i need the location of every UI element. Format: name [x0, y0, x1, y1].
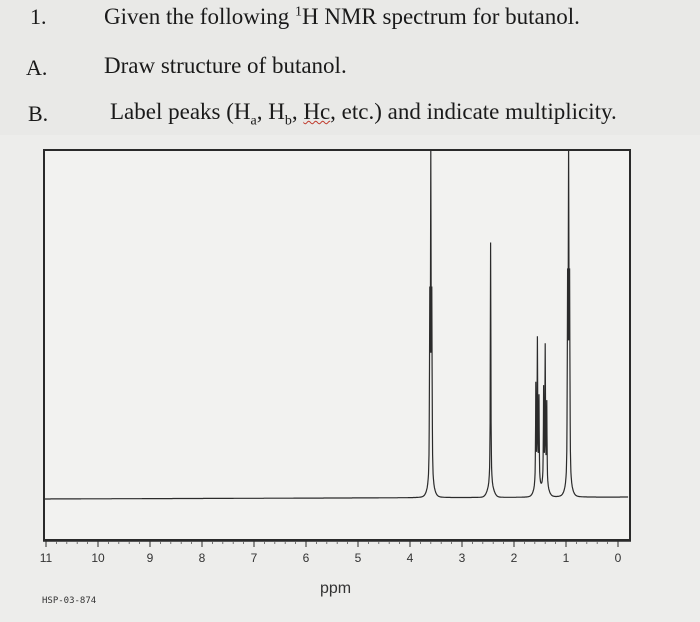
tick-label: 8 — [198, 551, 206, 565]
tick-label: 7 — [250, 551, 258, 565]
spectrum-code: HSP-03-874 — [42, 596, 97, 606]
part-b-text-2: , H — [256, 99, 285, 124]
part-b-label: B. — [28, 101, 49, 126]
tick-label: 9 — [146, 551, 154, 565]
question-number: 1. — [30, 4, 47, 29]
part-a-text: Draw structure of butanol. — [104, 53, 347, 78]
question-superscript: 1 — [295, 4, 302, 20]
part-b-text: Label peaks (Ha, Hb, Hc, etc.) and indic… — [110, 99, 617, 130]
tick-label: 0 — [614, 551, 622, 565]
question-text: Given the following 1H NMR spectrum for … — [104, 4, 580, 30]
axis-label-ppm: ppm — [320, 580, 352, 597]
part-b-text-4: , etc.) and indicate multiplicity. — [330, 99, 617, 124]
tick-label: 4 — [406, 551, 414, 565]
question-text-start: Given the following — [104, 4, 295, 29]
spectrum-trace — [45, 151, 629, 500]
part-b-text-3: , — [291, 99, 304, 124]
part-b-text-1: Label peaks (H — [110, 99, 251, 124]
spectrum-frame — [43, 149, 631, 541]
question-text-end: H NMR spectrum for butanol. — [302, 4, 580, 29]
tick-label: 3 — [458, 551, 466, 565]
tick-label: 6 — [302, 551, 310, 565]
tick-label: 2 — [510, 551, 518, 565]
nmr-spectrum — [45, 151, 629, 500]
part-b-sub-b: b — [284, 113, 292, 129]
tick-label: 11 — [39, 551, 53, 565]
tick-label: 5 — [354, 551, 362, 565]
part-b-hc: Hc — [303, 99, 331, 124]
tick-label: 1 — [562, 551, 570, 565]
tick-label: 10 — [91, 551, 105, 565]
part-a-label: A. — [26, 55, 48, 80]
part-b-sub-a: a — [250, 113, 257, 129]
